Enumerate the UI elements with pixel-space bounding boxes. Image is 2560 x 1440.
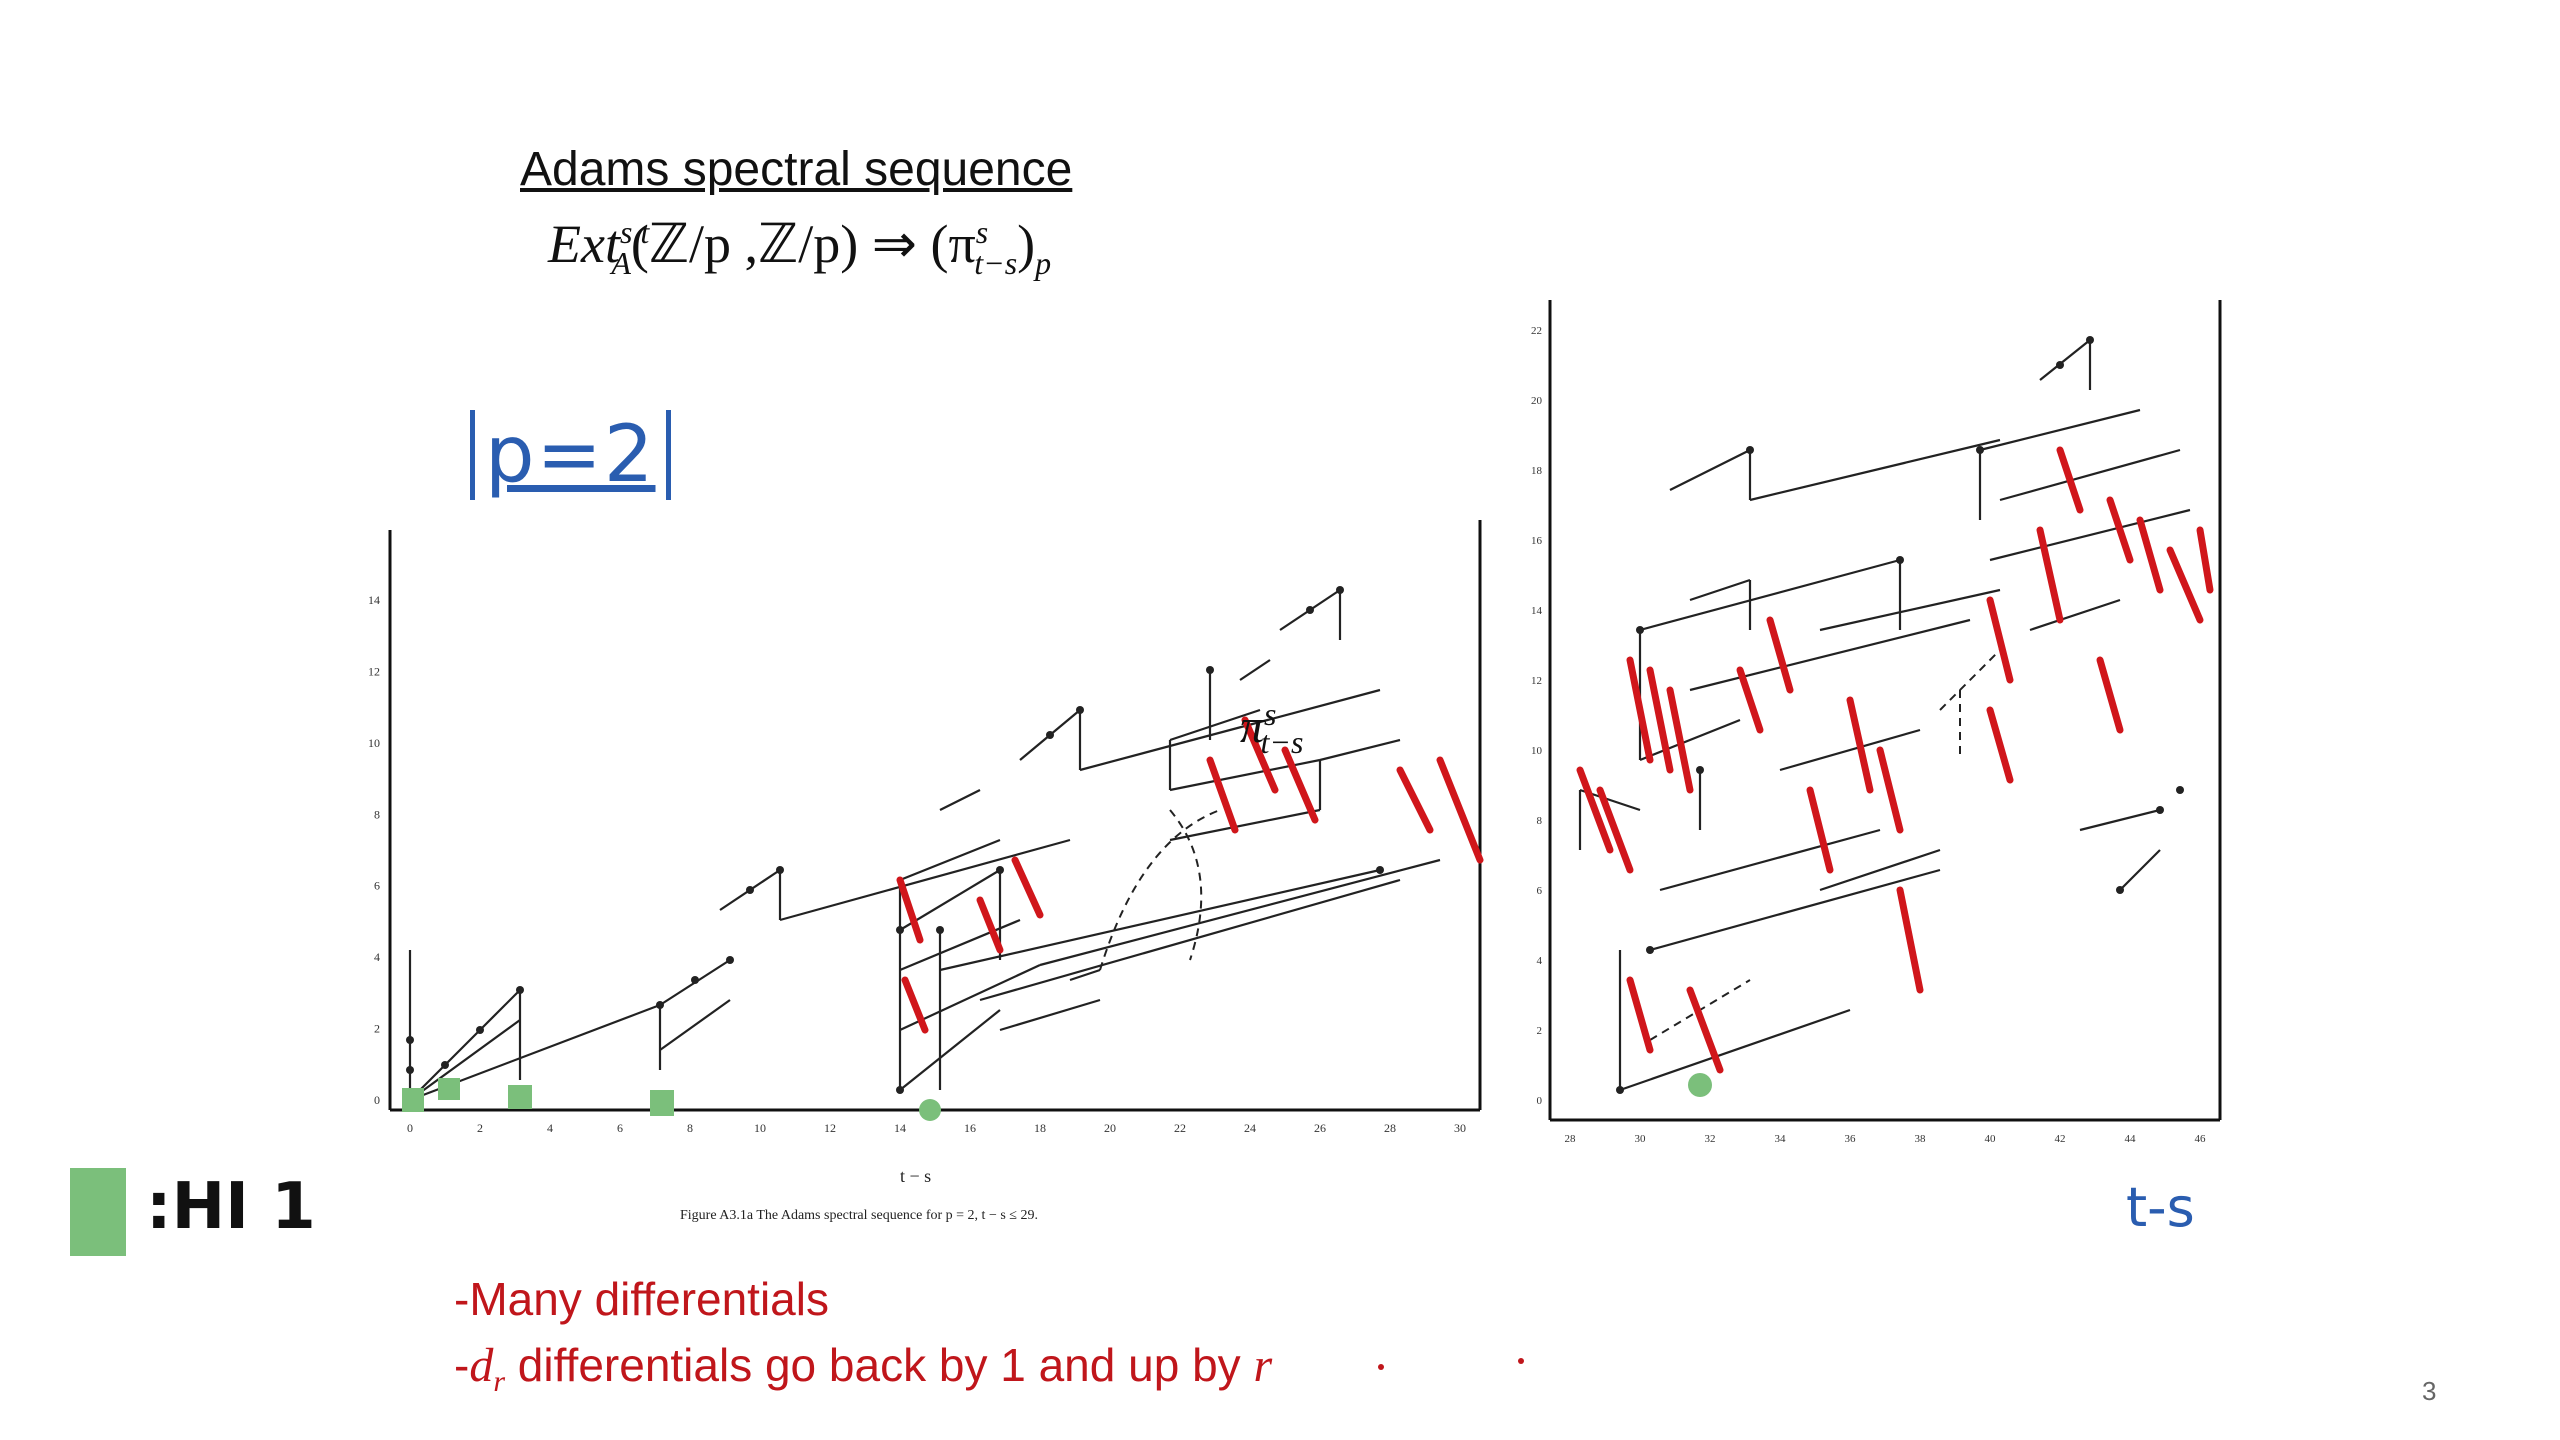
- right-xticks-label: 28: [1565, 1133, 1577, 1145]
- note-dr-differentials: -dr differentials go back by 1 and up by…: [454, 1339, 1273, 1399]
- left-xticks-label: 0: [407, 1121, 413, 1135]
- left-yticks-label: 2: [374, 1022, 380, 1036]
- right-yticks-label: 12: [1531, 675, 1542, 687]
- right-yticks-label: 20: [1531, 395, 1543, 407]
- left-xticks-label: 30: [1454, 1121, 1466, 1135]
- left-xticks-label: 28: [1384, 1121, 1396, 1135]
- left-yticks-label: 6: [374, 879, 380, 893]
- left-xticks-label: 26: [1314, 1121, 1326, 1135]
- right-yticks-label: 10: [1531, 745, 1543, 757]
- left-xticks-label: 22: [1174, 1121, 1186, 1135]
- right-xticks-label: 44: [2125, 1133, 2137, 1145]
- left-green-highlights: [402, 1078, 941, 1121]
- right-xticks-label: 32: [1705, 1133, 1716, 1145]
- hi1-legend-text: :HI 1: [146, 1170, 316, 1244]
- left-xticks-label: 12: [824, 1121, 836, 1135]
- right-yticks-label: 18: [1531, 465, 1543, 477]
- formula-tail: ): [1017, 214, 1036, 274]
- left-yticks-label: 4: [374, 950, 380, 964]
- right-yticks-label: 8: [1537, 815, 1543, 827]
- right-chart-lines: [1578, 339, 2191, 1092]
- left-xticks-label: 4: [547, 1121, 553, 1135]
- formula-ext: Ext: [548, 214, 620, 274]
- right-yticks-label: 4: [1537, 955, 1543, 967]
- right-green-highlights: [1688, 1073, 1712, 1097]
- left-xticks-label: 24: [1244, 1121, 1256, 1135]
- right-xticks-label: 46: [2195, 1133, 2207, 1145]
- formula-sub: A: [611, 244, 631, 281]
- left-xticks-label: 8: [687, 1121, 693, 1135]
- right-yticks-label: 16: [1531, 535, 1543, 547]
- left-yticks-label: 14: [368, 593, 380, 607]
- pi-overlay-label: πst−s: [1240, 696, 1304, 760]
- page-number: 3: [2422, 1376, 2437, 1406]
- right-xticks-label: 34: [1775, 1133, 1787, 1145]
- right-differentials: [1576, 446, 2214, 1074]
- left-x-axis-label: t − s: [900, 1166, 932, 1186]
- green-highlight-swatch: [70, 1168, 126, 1256]
- right-xticks-label: 42: [2055, 1133, 2066, 1145]
- right-yticks-label: 0: [1537, 1095, 1543, 1107]
- formula-args: (ℤ/p ,ℤ/p) ⇒ (π: [630, 214, 976, 274]
- stray-dot: [1378, 1364, 1384, 1370]
- right-dots: [1616, 336, 2184, 1094]
- left-xticks-label: 10: [754, 1121, 766, 1135]
- right-xticks-label: 38: [1915, 1133, 1927, 1145]
- left-x-ticks: 0 2 4 6 8 10 12 14 16 18 20 22 24 26 28 30: [407, 1121, 1466, 1135]
- right-y-ticks: 0 2 4 6 8 10 12 14 16 18 20 22: [1531, 325, 1543, 1107]
- left-yticks-label: 12: [368, 664, 380, 678]
- left-yticks-label: 10: [368, 736, 380, 750]
- left-xticks-label: 18: [1034, 1121, 1046, 1135]
- left-figure-caption: Figure A3.1a The Adams spectral sequence…: [680, 1208, 1038, 1223]
- left-yticks-label: 0: [374, 1093, 380, 1107]
- right-xticks-label: 30: [1635, 1133, 1647, 1145]
- left-dashed-lines: [1099, 809, 1221, 971]
- p-equals-2-label: p=2: [470, 410, 671, 500]
- formula-sup: s,t: [619, 214, 650, 250]
- right-yticks-label: 22: [1531, 325, 1542, 337]
- left-dots: [406, 586, 1384, 1104]
- left-y-ticks: 0 2 4 6 8 10 12 14: [368, 593, 380, 1107]
- adams-formula: Exts,tA(ℤ/p ,ℤ/p) ⇒ (πst−s)p: [548, 212, 1051, 282]
- t-minus-s-handwritten-label: t-s: [2126, 1176, 2195, 1239]
- left-yticks-label: 8: [374, 807, 380, 821]
- right-yticks-label: 6: [1537, 885, 1543, 897]
- right-yticks-label: 2: [1537, 1025, 1543, 1037]
- formula-pi-sub: t−s: [974, 244, 1018, 281]
- left-xticks-label: 2: [477, 1121, 483, 1135]
- right-xticks-label: 40: [1985, 1133, 1997, 1145]
- formula-pi-sup: s: [975, 214, 989, 250]
- right-yticks-label: 14: [1531, 605, 1543, 617]
- left-differentials: [896, 716, 1484, 1034]
- right-x-ticks: 28 30 32 34 36 38 40 42 44 46: [1565, 1133, 2207, 1145]
- adams-chart-left: 0 2 4 6 8 10 12 14 0 2 4 6 8 10 12 14 16 18 20 22 24 26 28 30: [340, 510, 1500, 1190]
- left-xticks-label: 14: [894, 1121, 906, 1135]
- adams-chart-right: 0 2 4 6 8 10 12 14 16 18 20 22 28 30 32 34 36 38 40 42 44 46: [1520, 290, 2240, 1170]
- left-chart-lines: [408, 589, 1441, 1102]
- left-xticks-label: 6: [617, 1121, 623, 1135]
- formula-tail-sub: p: [1035, 244, 1052, 281]
- right-xticks-label: 36: [1845, 1133, 1857, 1145]
- slide-title: Adams spectral sequence: [520, 143, 1073, 196]
- left-xticks-label: 20: [1104, 1121, 1116, 1135]
- stray-dot: [1518, 1358, 1524, 1364]
- note-many-differentials: -Many differentials: [454, 1273, 829, 1325]
- left-xticks-label: 16: [964, 1121, 976, 1135]
